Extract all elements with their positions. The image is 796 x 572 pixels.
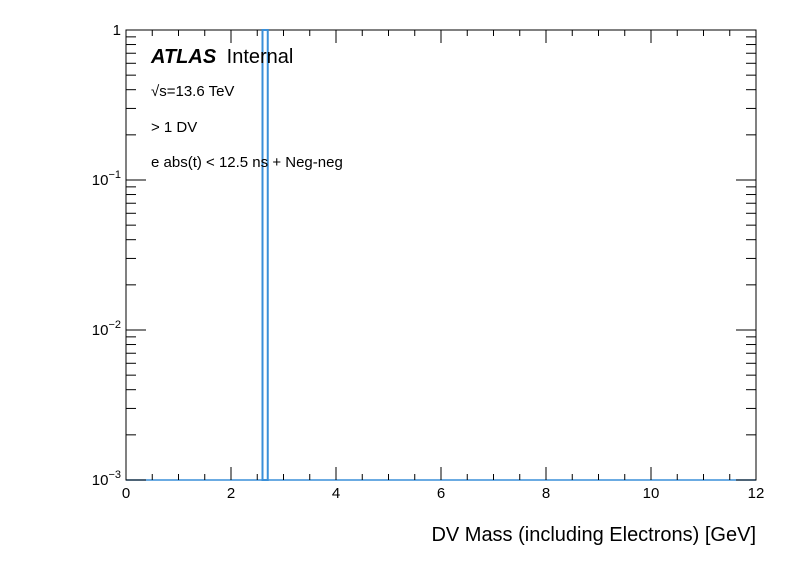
x-tick-label: 12 (748, 485, 765, 502)
x-tick-label: 8 (542, 485, 550, 502)
y-axis-ticks (126, 29, 756, 481)
histogram-bar-0 (261, 29, 269, 481)
selection-label: > 1 DV (151, 119, 197, 136)
y-tick-label: 1 (113, 22, 121, 39)
y-tick-label: 10−1 (92, 169, 121, 189)
x-tick-label: 0 (122, 485, 130, 502)
x-tick-labels: 0 2 4 6 8 10 12 (122, 485, 765, 502)
atlas-label-text: ATLAS (150, 46, 217, 68)
x-tick-label: 10 (643, 485, 660, 502)
x-tick-label: 4 (332, 485, 340, 502)
y-tick-labels: 1 10−1 10−2 10−3 (92, 22, 121, 489)
y-tick-label: 10−3 (92, 469, 121, 489)
sqrt-symbol: √ (151, 83, 160, 100)
energy-label: √s=13.6 TeV (151, 83, 234, 100)
atlas-status-text: Internal (227, 46, 294, 68)
cut-label: e abs(t) < 12.5 ns + Neg-neg (151, 154, 343, 171)
energy-text: s=13.6 TeV (159, 83, 234, 100)
y-tick-label: 10−2 (92, 319, 121, 339)
x-axis-title: DV Mass (including Electrons) [GeV] (431, 524, 756, 546)
annotation-block: ATLAS Internal √s=13.6 TeV > 1 DV e abs(… (150, 46, 343, 171)
atlas-label: ATLAS Internal (150, 46, 293, 68)
x-tick-label: 2 (227, 485, 235, 502)
x-tick-label: 6 (437, 485, 445, 502)
